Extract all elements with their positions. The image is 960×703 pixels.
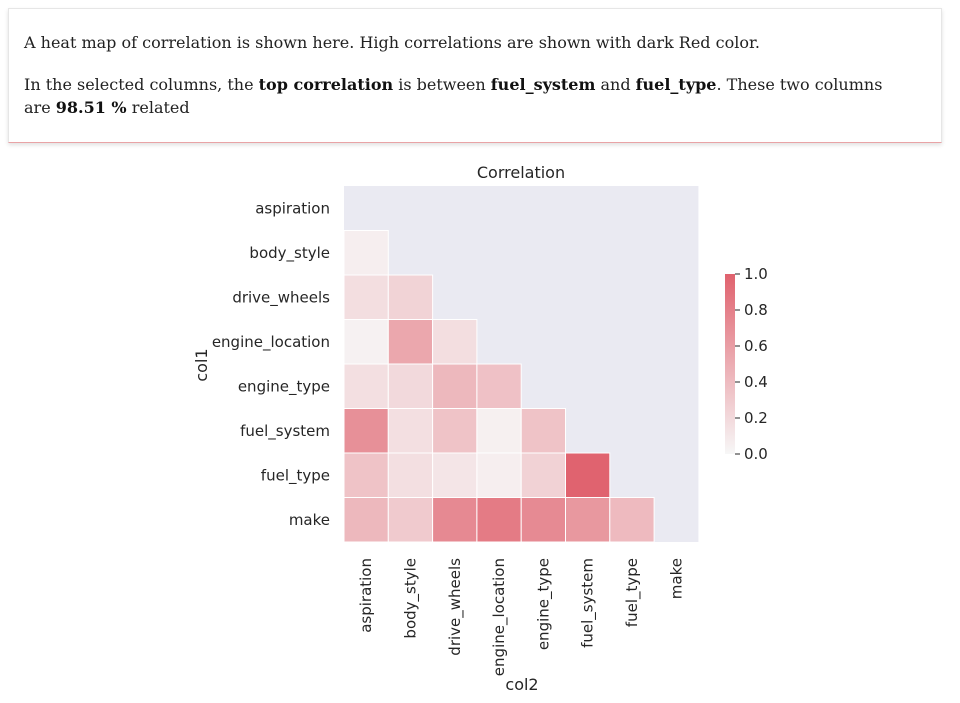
desc-text: and [595,75,636,94]
heatmap-cell-drive_wheels-body_style [387,274,434,320]
y-axis-label: col1 [192,348,211,381]
colorbar-tick-label: 0.6 [744,337,768,355]
colorbar-tick-label: 0.2 [744,409,768,427]
col-label-fuel_type: fuel_type [623,558,642,627]
heatmap-cell-fuel_system-engine_type [520,408,567,454]
heatmap-cell-make-engine_type [520,497,567,543]
colorbar [725,274,735,454]
colorbar-tick-label: 1.0 [744,265,768,283]
heatmap-cell-engine_type-body_style [387,363,434,409]
col-label-make: make [667,558,685,599]
row-labels: aspiration body_style drive_wheels engine_l… [212,199,330,529]
heatmap-cell-engine_location-body_style [387,319,434,365]
heatmap-cell-fuel_type-aspiration [343,452,389,498]
col-labels: aspiration body_style drive_wheels engine_l… [357,558,685,676]
description-line-1: A heat map of correlation is shown here.… [24,33,760,52]
colorbar-ticks: 0.0 0.2 0.4 0.6 0.8 1.0 [735,265,768,463]
heatmap-cell-make-aspiration [343,497,389,543]
row-label-fuel_type: fuel_type [261,466,330,485]
colorbar-tick-label: 0.8 [744,301,768,319]
desc-text: . These two columns are [24,75,883,117]
heatmap-cell-fuel_system-engine_location [476,408,522,454]
col-label-body_style: body_style [401,558,420,639]
heatmap-cell-drive_wheels-aspiration [343,274,389,320]
x-axis-label: col2 [505,675,538,694]
heatmap-cell-fuel_type-engine_type [520,452,567,498]
row-label-drive_wheels: drive_wheels [232,288,330,307]
description-line-2: In the selected columns, the top correla… [24,73,911,119]
desc-correlation-value: 98.51 % [55,98,127,117]
heatmap-cell-body_style-aspiration [343,230,389,276]
row-label-engine_location: engine_location [212,333,330,352]
desc-text: related [126,98,190,117]
heatmap-cell-fuel_type-body_style [387,452,434,498]
heatmap-cell-fuel_type-engine_location [476,452,522,498]
col-label-engine_location: engine_location [490,558,509,676]
row-label-make: make [289,511,330,529]
desc-column-a: fuel_system [490,75,596,94]
heatmap-cell-make-engine_location [476,497,522,543]
heatmap-cell-fuel_type-fuel_system [565,452,611,498]
heatmap-cell-engine_location-aspiration [343,319,389,365]
desc-text: is between [393,75,491,94]
col-label-drive_wheels: drive_wheels [446,558,465,656]
heatmap-cell-make-fuel_system [565,497,611,543]
row-label-body_style: body_style [249,244,330,263]
heatmap-cell-fuel_type-drive_wheels [432,452,478,498]
heatmap-cell-fuel_system-aspiration [343,408,389,454]
heatmap-cell-make-drive_wheels [432,497,478,543]
heatmap-cell-engine_type-drive_wheels [432,363,478,409]
heatmap-cell-fuel_system-drive_wheels [432,408,478,454]
heatmap-cells [343,186,699,543]
desc-text: In the selected columns, the [24,75,259,94]
row-label-engine_type: engine_type [238,377,330,396]
heatmap-cell-engine_location-drive_wheels [432,319,478,365]
colorbar-tick-label: 0.0 [744,445,768,463]
col-label-fuel_system: fuel_system [579,558,598,648]
desc-column-b: fuel_type [635,75,717,94]
heatmap-cell-fuel_system-body_style [387,408,434,454]
desc-strong: top correlation [258,75,394,94]
colorbar-tick-label: 0.4 [744,373,768,391]
chart-title: Correlation [477,163,565,182]
heatmap-cell-make-body_style [387,497,434,543]
row-label-fuel_system: fuel_system [240,422,330,441]
col-label-aspiration: aspiration [357,558,375,633]
description-card: A heat map of correlation is shown here.… [8,8,942,143]
col-label-engine_type: engine_type [534,558,553,650]
row-label-aspiration: aspiration [255,199,330,217]
heatmap-cell-make-fuel_type [609,497,655,543]
heatmap-cell-engine_type-engine_location [476,363,522,409]
correlation-heatmap: Correlation aspiration body_style drive_wh… [192,163,768,694]
heatmap-cell-engine_type-aspiration [343,363,389,409]
